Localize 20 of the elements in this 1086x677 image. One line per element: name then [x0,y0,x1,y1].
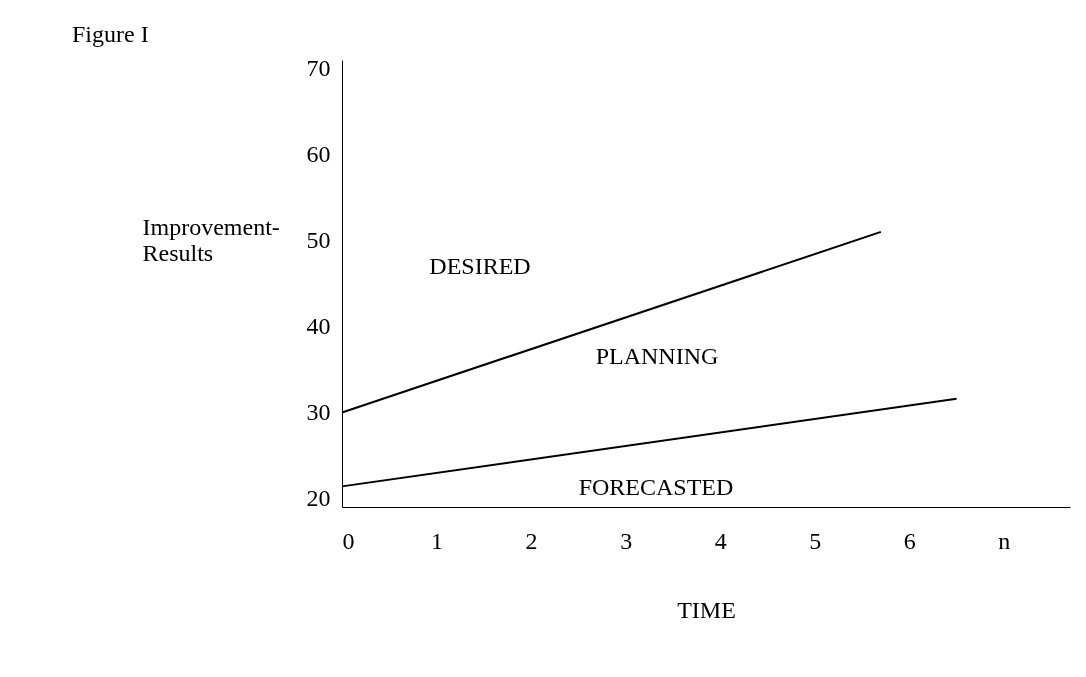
y-tick-label: 20 [306,484,331,511]
x-tick-label: n [998,527,1011,554]
x-tick-label: 6 [903,527,916,554]
x-axis-title: TIME [677,596,736,623]
x-tick-label: 4 [714,527,727,554]
y-tick-label: 50 [306,227,331,254]
annotation: DESIRED [429,253,531,279]
y-tick-label: 30 [306,398,331,425]
x-tick-label: 1 [431,527,444,554]
annotation: FORECASTED [578,474,734,500]
text: Figure I [72,20,149,47]
y-tick-label: 40 [306,312,331,339]
y-axis-title: Improvement-Results [142,213,280,266]
x-tick-label: 2 [525,527,538,554]
x-tick-label: 5 [809,527,822,554]
y-tick-label: 70 [306,55,331,82]
x-tick-label: 0 [342,527,355,554]
x-tick-label: 3 [620,527,633,554]
y-tick-label: 60 [306,141,331,168]
annotation: PLANNING [595,343,719,369]
